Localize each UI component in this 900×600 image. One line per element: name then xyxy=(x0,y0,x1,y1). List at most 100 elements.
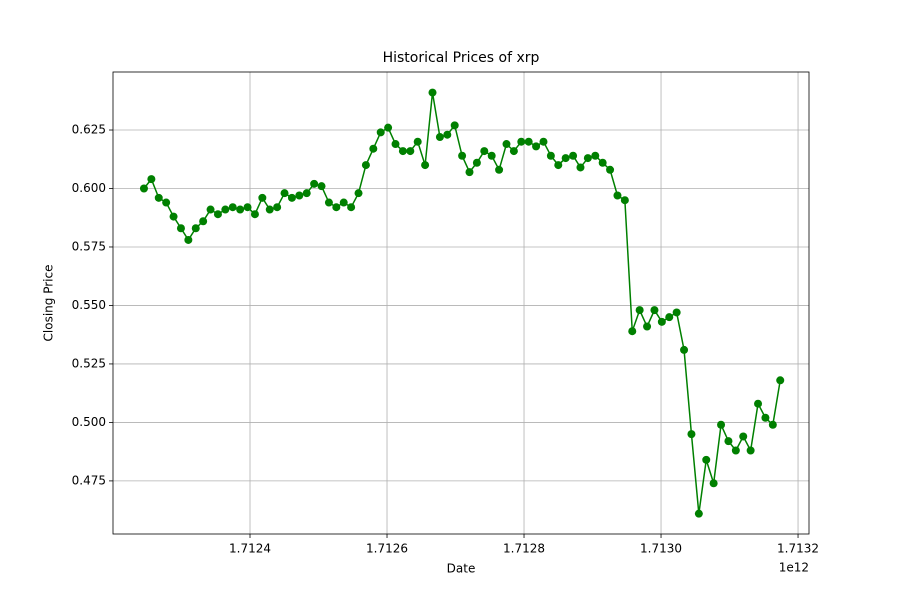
price-marker xyxy=(450,121,459,130)
price-marker xyxy=(554,161,563,170)
price-marker xyxy=(191,224,200,233)
price-marker xyxy=(406,147,415,156)
y-tick-label: 0.625 xyxy=(72,123,106,137)
price-marker xyxy=(702,455,711,464)
x-tick-label: 1.7124 xyxy=(229,542,271,556)
price-marker xyxy=(317,182,326,191)
price-marker xyxy=(162,198,171,207)
plot-area xyxy=(139,88,785,518)
price-marker xyxy=(724,437,733,446)
y-axis-label: Closing Price xyxy=(42,265,56,342)
price-marker xyxy=(258,193,267,202)
price-marker xyxy=(569,151,578,160)
price-marker xyxy=(620,196,629,205)
price-marker xyxy=(361,161,370,170)
price-marker xyxy=(199,217,208,226)
price-marker xyxy=(435,133,444,142)
price-marker xyxy=(576,163,585,172)
x-offset-label: 1e12 xyxy=(779,561,809,575)
x-axis-label: Date xyxy=(447,562,476,576)
price-marker xyxy=(310,179,319,188)
price-marker xyxy=(746,446,755,455)
price-marker xyxy=(332,203,341,212)
price-marker xyxy=(354,189,363,198)
grid xyxy=(113,72,809,534)
price-marker xyxy=(324,198,333,207)
price-marker xyxy=(680,345,689,354)
price-marker xyxy=(421,161,430,170)
price-marker xyxy=(480,147,489,156)
price-marker xyxy=(287,193,296,202)
price-marker xyxy=(517,137,526,146)
price-marker xyxy=(524,137,533,146)
y-tick-label: 0.575 xyxy=(72,239,106,253)
x-tick-label: 1.7126 xyxy=(366,542,408,556)
price-marker xyxy=(458,151,467,160)
price-marker xyxy=(213,210,222,219)
price-marker xyxy=(243,203,252,212)
price-marker xyxy=(176,224,185,233)
price-marker xyxy=(643,322,652,331)
price-marker xyxy=(398,147,407,156)
price-marker xyxy=(495,165,504,174)
price-marker xyxy=(606,165,615,174)
y-tick-label: 0.475 xyxy=(72,473,106,487)
price-marker xyxy=(169,212,178,221)
price-marker xyxy=(768,420,777,429)
price-marker xyxy=(376,128,385,137)
x-tick-label: 1.7128 xyxy=(503,542,545,556)
price-marker xyxy=(339,198,348,207)
price-marker xyxy=(465,168,474,177)
price-marker xyxy=(657,317,666,326)
price-marker xyxy=(583,154,592,163)
price-marker xyxy=(628,327,637,336)
price-marker xyxy=(539,137,548,146)
price-marker xyxy=(265,205,274,214)
price-marker xyxy=(139,184,148,193)
price-marker xyxy=(472,158,481,167)
y-tick-label: 0.500 xyxy=(72,415,106,429)
price-marker xyxy=(591,151,600,160)
price-marker xyxy=(754,399,763,408)
price-marker xyxy=(206,205,215,214)
price-marker xyxy=(428,88,437,97)
price-marker xyxy=(561,154,570,163)
chart-title: Historical Prices of xrp xyxy=(383,50,540,66)
price-marker xyxy=(347,203,356,212)
price-marker xyxy=(236,205,245,214)
price-marker xyxy=(509,147,518,156)
price-marker xyxy=(776,376,785,385)
price-marker xyxy=(369,144,378,153)
price-marker xyxy=(391,140,400,149)
price-marker xyxy=(546,151,555,160)
price-marker xyxy=(635,306,644,315)
price-marker xyxy=(672,308,681,317)
axes-frame xyxy=(112,71,810,535)
price-marker xyxy=(228,203,237,212)
price-marker xyxy=(154,193,163,202)
price-marker xyxy=(709,479,718,488)
price-marker xyxy=(761,413,770,422)
price-marker xyxy=(413,137,422,146)
y-tick-label: 0.525 xyxy=(72,356,106,370)
price-marker xyxy=(650,306,659,315)
price-marker xyxy=(487,151,496,160)
price-marker xyxy=(302,189,311,198)
price-marker xyxy=(717,420,726,429)
y-tick-label: 0.600 xyxy=(72,181,106,195)
price-marker xyxy=(694,509,703,518)
price-marker xyxy=(221,205,230,214)
price-marker xyxy=(532,142,541,151)
price-marker xyxy=(502,140,511,149)
price-marker xyxy=(739,432,748,441)
price-marker xyxy=(384,123,393,132)
price-marker xyxy=(250,210,259,219)
price-marker xyxy=(598,158,607,167)
price-marker xyxy=(731,446,740,455)
price-marker xyxy=(184,235,193,244)
y-tick-label: 0.550 xyxy=(72,298,106,312)
price-marker xyxy=(147,175,156,184)
price-marker xyxy=(273,203,282,212)
price-marker xyxy=(613,191,622,200)
price-marker xyxy=(280,189,289,198)
